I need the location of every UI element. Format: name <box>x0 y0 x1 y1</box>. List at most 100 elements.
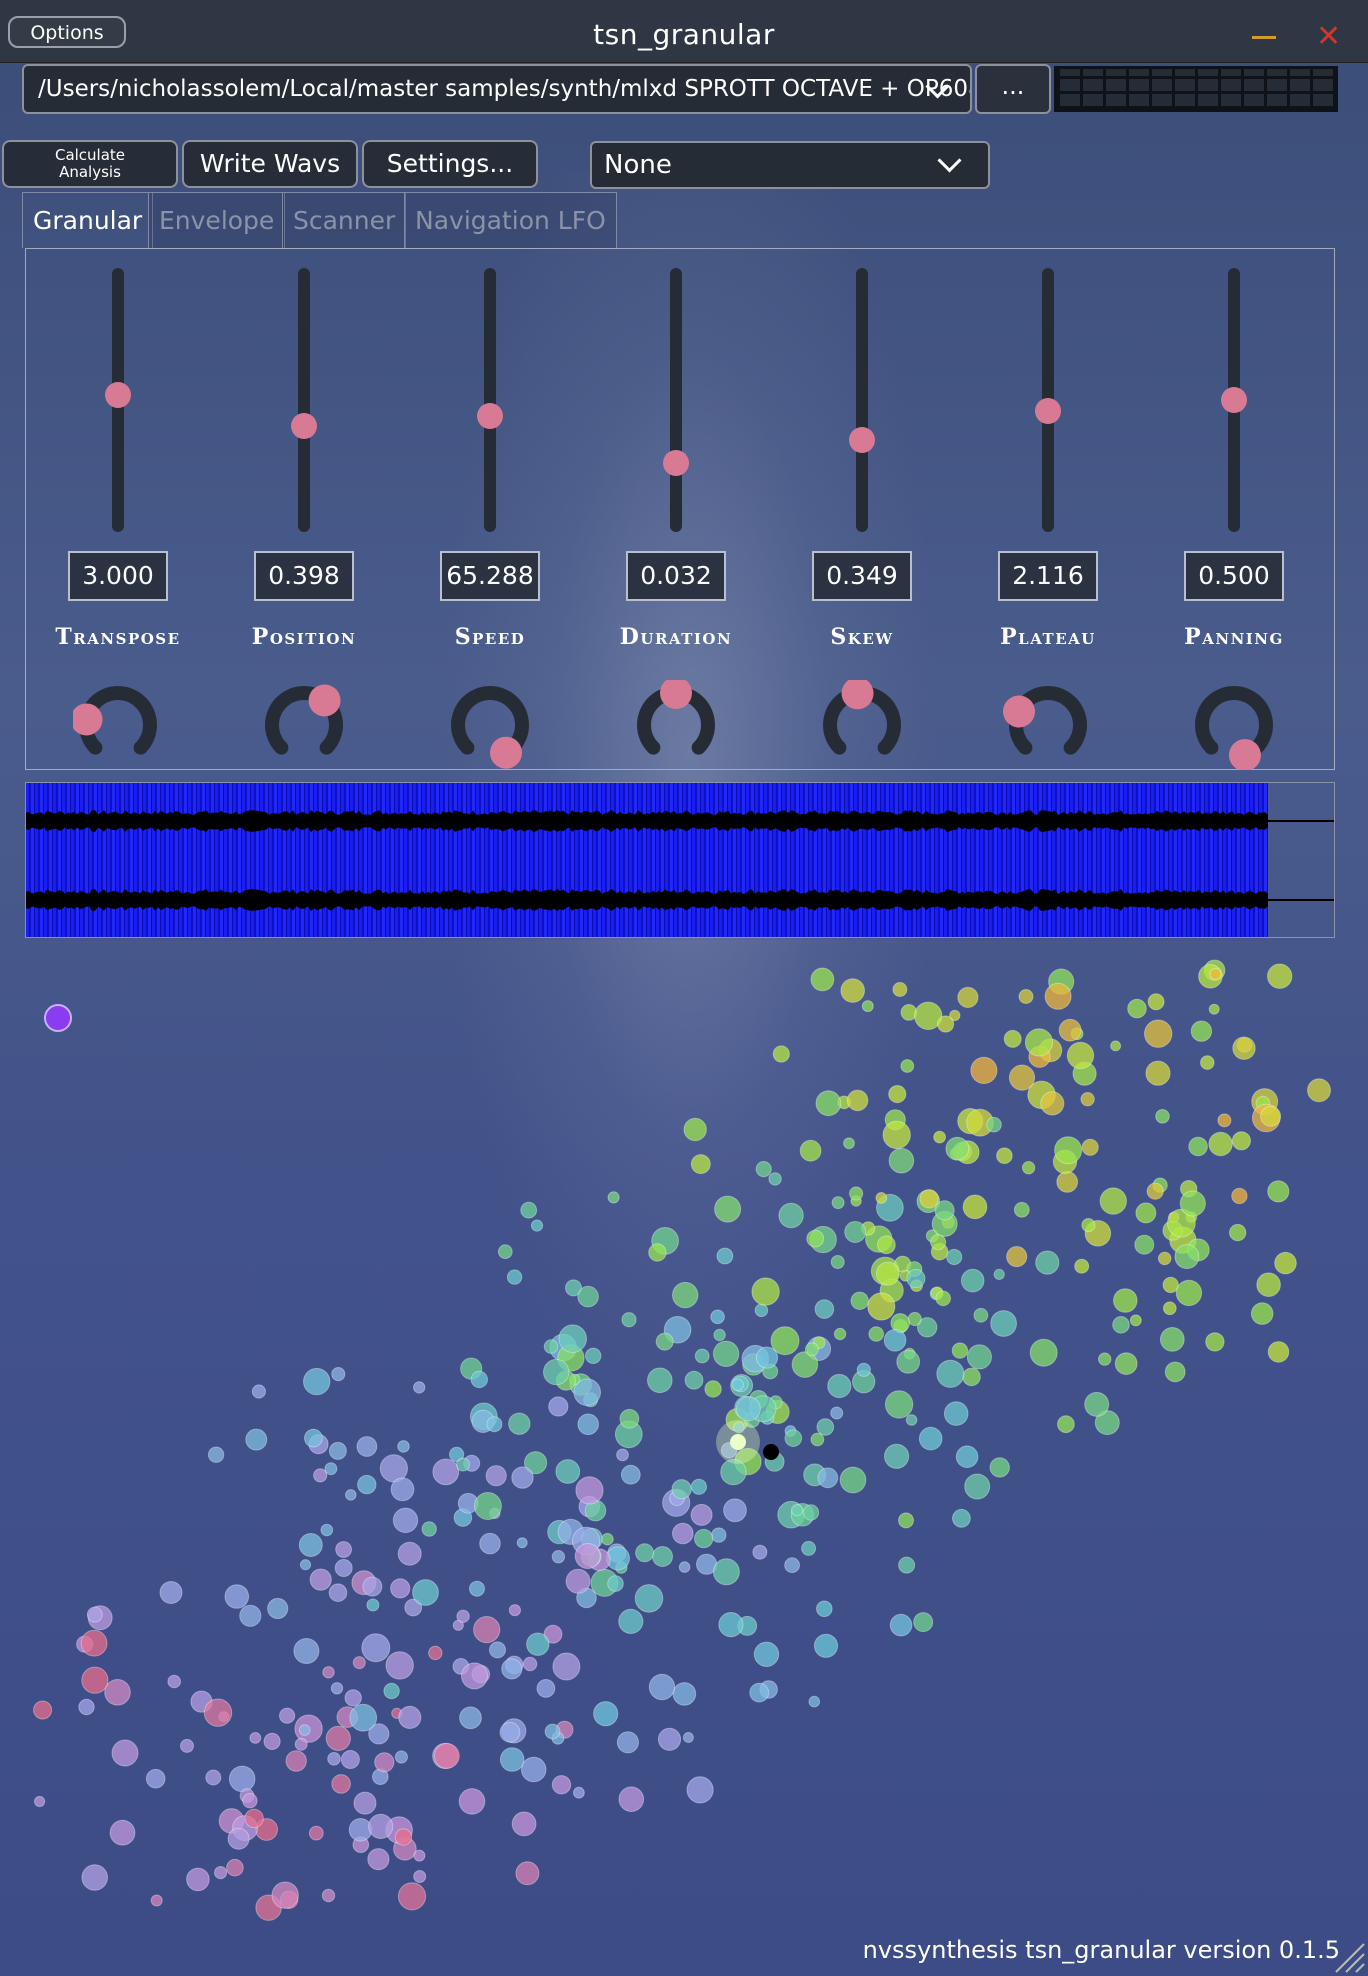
duration-knob[interactable] <box>631 680 721 770</box>
grain-point <box>678 1561 691 1573</box>
speed-value-field[interactable]: 65.288 <box>440 551 540 601</box>
settings-button[interactable]: Settings... <box>362 140 538 188</box>
duration-slider-thumb[interactable] <box>663 450 689 477</box>
grain-point <box>555 1459 581 1484</box>
grain-point <box>508 1412 531 1435</box>
transpose-value-field[interactable]: 3.000 <box>68 551 168 601</box>
grain-point <box>520 1756 547 1783</box>
transpose-slider-thumb[interactable] <box>105 381 131 408</box>
grain-point <box>735 1396 761 1422</box>
grain-point <box>804 1342 819 1357</box>
position-label: Position <box>251 624 357 650</box>
grain-point <box>888 1147 915 1174</box>
grain-point <box>242 1793 258 1809</box>
grain-point <box>86 1606 103 1623</box>
grain-point <box>616 1731 640 1754</box>
resize-grip-icon[interactable] <box>1332 1940 1366 1974</box>
grain-point <box>330 1682 344 1695</box>
grain-point <box>397 1541 422 1566</box>
grain-point <box>321 1888 336 1903</box>
grain-point <box>1167 1208 1196 1238</box>
grain-point <box>320 1523 334 1537</box>
panning-slider-thumb[interactable] <box>1221 387 1247 413</box>
grain-point <box>109 1819 136 1846</box>
position-knob[interactable] <box>259 680 349 770</box>
grain-point <box>1112 1316 1130 1334</box>
grain-point <box>167 1674 181 1689</box>
grain-point <box>334 1559 353 1577</box>
grain-point <box>657 1727 682 1751</box>
skew-label: Skew <box>830 624 894 650</box>
transpose-knob[interactable] <box>73 680 163 770</box>
grain-point <box>618 1608 644 1635</box>
panning-value-field[interactable]: 0.500 <box>1184 551 1284 601</box>
grain-point <box>933 1130 946 1144</box>
minimize-icon[interactable] <box>1252 36 1276 39</box>
position-slider-thumb[interactable] <box>291 413 317 440</box>
grain-point <box>267 1597 289 1620</box>
calculate-analysis-button[interactable]: Calculate Analysis <box>2 140 178 188</box>
grain-point <box>882 1120 911 1150</box>
grain-point <box>935 1290 952 1307</box>
skew-knob[interactable] <box>817 680 907 770</box>
grain-point <box>1040 1091 1065 1116</box>
waveform-display[interactable] <box>25 782 1335 938</box>
panning-knob[interactable] <box>1189 680 1279 770</box>
grain-point <box>551 1775 572 1795</box>
grain-point <box>712 1340 740 1367</box>
grain-point <box>652 1546 673 1567</box>
duration-value-field[interactable]: 0.032 <box>626 551 726 601</box>
speed-slider[interactable] <box>484 268 496 532</box>
grain-point <box>898 1512 914 1529</box>
tab-envelope[interactable]: Envelope <box>148 192 286 248</box>
plateau-knob[interactable] <box>1003 680 1093 770</box>
position-value-field[interactable]: 0.398 <box>254 551 354 601</box>
close-icon[interactable]: ✕ <box>1316 19 1342 54</box>
grain-point <box>522 1656 538 1672</box>
grain-point <box>1044 982 1072 1010</box>
grain-point <box>808 1695 821 1708</box>
duration-slider[interactable] <box>670 268 682 532</box>
version-text: nvssynthesis tsn_granular version 0.1.5 <box>862 1936 1340 1964</box>
speed-knob[interactable] <box>445 680 535 770</box>
file-path-select[interactable]: /Users/nicholassolem/Local/master sample… <box>22 64 972 114</box>
plateau-slider-thumb[interactable] <box>1035 397 1061 424</box>
grain-point <box>150 1894 163 1907</box>
grain-point <box>1232 1036 1256 1060</box>
grain-point <box>348 1818 373 1842</box>
skew-slider-thumb[interactable] <box>849 426 875 453</box>
grain-point <box>833 1327 847 1341</box>
grain-point <box>753 1641 780 1667</box>
grain-point <box>768 1172 782 1186</box>
position-slider[interactable] <box>298 268 310 532</box>
write-wavs-button[interactable]: Write Wavs <box>182 140 358 188</box>
tab-granular[interactable]: Granular <box>22 192 154 248</box>
grain-point <box>1274 1251 1297 1275</box>
grain-point <box>577 1285 599 1308</box>
grain-point <box>917 1317 938 1338</box>
skew-value-field[interactable]: 0.349 <box>812 551 912 601</box>
tab-scanner[interactable]: Scanner <box>282 192 407 248</box>
options-button[interactable]: Options <box>8 16 126 48</box>
grain-point <box>784 1429 803 1448</box>
browse-button[interactable]: ... <box>975 64 1051 114</box>
grain-point <box>1190 1020 1213 1042</box>
grain-point <box>551 1550 566 1564</box>
speed-slider-thumb[interactable] <box>477 402 503 429</box>
grain-point <box>224 1584 250 1609</box>
grain-point <box>1231 1131 1252 1151</box>
grain-point <box>1113 1288 1138 1313</box>
grain-point <box>946 1248 963 1266</box>
grain-point <box>907 1311 922 1327</box>
grain-point <box>884 1390 914 1419</box>
tab-navigation-lfo[interactable]: Navigation LFO <box>404 192 617 248</box>
grain-point <box>111 1739 139 1767</box>
grain-point <box>573 1786 585 1799</box>
skew-slider[interactable] <box>856 268 868 532</box>
plateau-value-field[interactable]: 2.116 <box>998 551 1098 601</box>
preset-select[interactable]: None <box>590 141 990 189</box>
grain-point <box>543 1339 559 1354</box>
grain-scatter-plot[interactable] <box>0 950 1368 1960</box>
grain-point <box>996 1147 1013 1164</box>
grain-point <box>203 1698 233 1727</box>
